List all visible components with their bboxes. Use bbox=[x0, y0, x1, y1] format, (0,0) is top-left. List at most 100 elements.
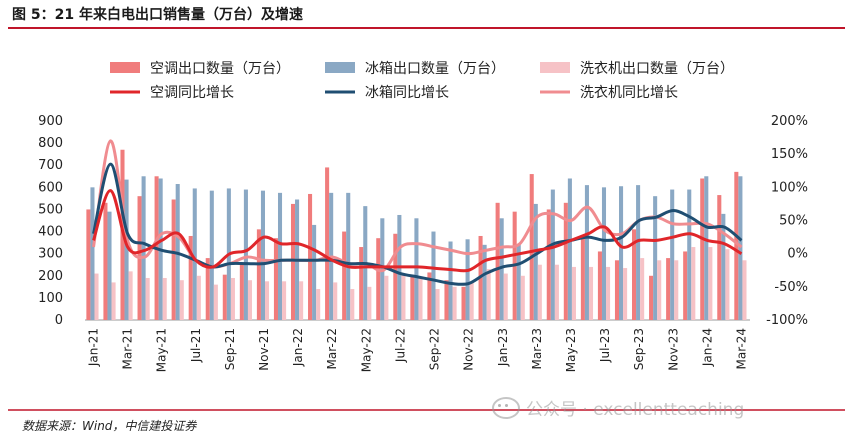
bar-2-Apr-22 bbox=[350, 289, 355, 320]
bar-2-Feb-23 bbox=[520, 275, 525, 320]
left-axis-tick-label: 0 bbox=[55, 313, 63, 328]
bar-0-Aug-21 bbox=[205, 258, 210, 320]
x-axis-tick-label: Sep-23 bbox=[632, 328, 646, 370]
watermark-text: 公众号 · excellentteaching bbox=[526, 400, 745, 420]
bar-2-Nov-21 bbox=[264, 281, 270, 320]
bar-1-Dec-22 bbox=[482, 244, 487, 320]
bar-0-Aug-23 bbox=[614, 260, 620, 320]
legend-swatch-0 bbox=[110, 62, 140, 73]
bar-1-Dec-21 bbox=[277, 192, 283, 320]
left-axis-tick-label: 200 bbox=[38, 269, 63, 284]
bar-1-Jul-21 bbox=[192, 188, 197, 320]
bar-0-Jan-24 bbox=[700, 178, 705, 320]
bar-1-Feb-23 bbox=[516, 244, 521, 320]
left-axis-tick-label: 400 bbox=[38, 225, 63, 240]
bar-0-Oct-21 bbox=[239, 264, 244, 320]
bar-1-Feb-22 bbox=[312, 224, 317, 320]
bar-0-Nov-22 bbox=[461, 286, 466, 320]
bar-1-Mar-24 bbox=[738, 176, 743, 320]
bar-0-Feb-24 bbox=[717, 195, 722, 320]
bar-1-Oct-22 bbox=[448, 241, 453, 320]
bar-2-Mar-21 bbox=[128, 271, 133, 320]
bar-0-Oct-23 bbox=[649, 275, 654, 320]
bar-2-Nov-23 bbox=[674, 260, 679, 320]
data-source-note: 数据来源：Wind，中信建投证券 bbox=[22, 419, 197, 433]
bar-1-Apr-21 bbox=[141, 176, 146, 320]
right-axis-tick-label: 0% bbox=[787, 247, 808, 262]
right-axis-tick-label: -50% bbox=[774, 280, 808, 295]
x-axis-tick-label: Mar-23 bbox=[530, 328, 544, 369]
bar-2-Feb-22 bbox=[316, 289, 321, 320]
bar-1-Dec-23 bbox=[687, 189, 692, 320]
bar-1-Aug-21 bbox=[209, 190, 214, 320]
bar-0-Mar-24 bbox=[734, 171, 739, 320]
x-axis-tick-label: May-21 bbox=[155, 328, 169, 372]
x-axis-tick-label: Mar-22 bbox=[325, 328, 339, 369]
bar-2-Jul-22 bbox=[401, 273, 406, 320]
x-axis-tick-label: Mar-21 bbox=[121, 328, 135, 369]
bar-0-Nov-23 bbox=[666, 258, 671, 320]
bar-1-Feb-24 bbox=[721, 213, 726, 320]
right-axis-tick-label: 50% bbox=[779, 214, 808, 229]
x-axis-tick-label: Jan-22 bbox=[291, 328, 305, 367]
bar-2-Jan-22 bbox=[299, 281, 304, 320]
x-axis-tick-label: Sep-22 bbox=[428, 328, 442, 370]
bar-1-Sep-22 bbox=[431, 231, 436, 320]
x-axis-tick-label: Nov-21 bbox=[257, 328, 271, 371]
right-axis-tick-label: 200% bbox=[771, 114, 808, 129]
bar-1-Jun-23 bbox=[584, 185, 589, 320]
chart-lines bbox=[92, 139, 743, 286]
bar-0-Oct-22 bbox=[444, 280, 449, 320]
bar-2-Oct-23 bbox=[657, 260, 662, 320]
bar-2-Apr-23 bbox=[554, 264, 559, 320]
bar-1-Aug-23 bbox=[619, 186, 624, 320]
bar-2-Jan-21 bbox=[94, 273, 99, 320]
bar-0-Jan-23 bbox=[495, 202, 500, 320]
bar-2-Jun-23 bbox=[588, 266, 594, 320]
right-axis-tick-label: 150% bbox=[771, 147, 808, 162]
bar-2-Apr-21 bbox=[145, 277, 150, 320]
bar-1-Oct-23 bbox=[653, 196, 658, 320]
bar-2-Jul-21 bbox=[196, 275, 201, 320]
bar-2-Feb-21 bbox=[111, 282, 116, 320]
bar-2-Sep-22 bbox=[435, 289, 440, 320]
legend-label-2: 洗衣机出口数量（万台） bbox=[580, 61, 734, 77]
chart-axes: 0 100 200 300 400 500 600 700 800 900 -100% -50% 0% 5… bbox=[38, 114, 808, 372]
x-axis-tick-label: Jan-21 bbox=[87, 328, 101, 367]
x-axis-tick-label: May-22 bbox=[359, 328, 373, 372]
bar-0-Dec-23 bbox=[683, 251, 688, 320]
bar-1-Nov-21 bbox=[260, 190, 265, 320]
left-axis-tick-label: 300 bbox=[38, 247, 63, 262]
bar-0-Mar-23 bbox=[529, 174, 534, 320]
bar-2-Sep-23 bbox=[640, 258, 645, 320]
left-axis-tick-label: 100 bbox=[38, 291, 63, 306]
legend-label-5: 洗衣机同比增长 bbox=[580, 85, 678, 101]
line-series-0 bbox=[92, 189, 743, 273]
bar-2-Jun-21 bbox=[179, 280, 184, 320]
bar-0-Sep-23 bbox=[632, 229, 637, 320]
bar-0-Mar-22 bbox=[325, 167, 330, 320]
bar-1-Mar-23 bbox=[533, 203, 538, 320]
legend-swatch-2 bbox=[540, 62, 570, 73]
bar-2-May-22 bbox=[367, 286, 372, 320]
bar-1-Oct-21 bbox=[243, 189, 248, 320]
chart-bars bbox=[86, 149, 747, 320]
left-axis-tick-label: 600 bbox=[38, 180, 63, 195]
x-axis-tick-label: Jan-23 bbox=[496, 328, 510, 367]
bar-2-Oct-22 bbox=[452, 286, 457, 320]
bar-0-Sep-22 bbox=[427, 272, 432, 320]
bar-1-Feb-21 bbox=[107, 211, 112, 320]
bar-1-Mar-21 bbox=[124, 179, 129, 320]
bar-0-Aug-22 bbox=[410, 275, 415, 320]
left-axis-tick-label: 500 bbox=[38, 202, 63, 217]
bar-0-Jan-21 bbox=[86, 209, 91, 320]
bar-1-Jul-23 bbox=[601, 187, 607, 320]
bar-0-Dec-21 bbox=[273, 238, 278, 320]
bar-0-Jun-23 bbox=[580, 238, 585, 320]
bar-1-Aug-22 bbox=[414, 218, 419, 320]
bar-2-May-23 bbox=[571, 266, 576, 320]
bar-2-Aug-23 bbox=[623, 268, 628, 320]
bar-2-Feb-24 bbox=[725, 249, 730, 320]
bar-1-Nov-22 bbox=[465, 239, 470, 320]
